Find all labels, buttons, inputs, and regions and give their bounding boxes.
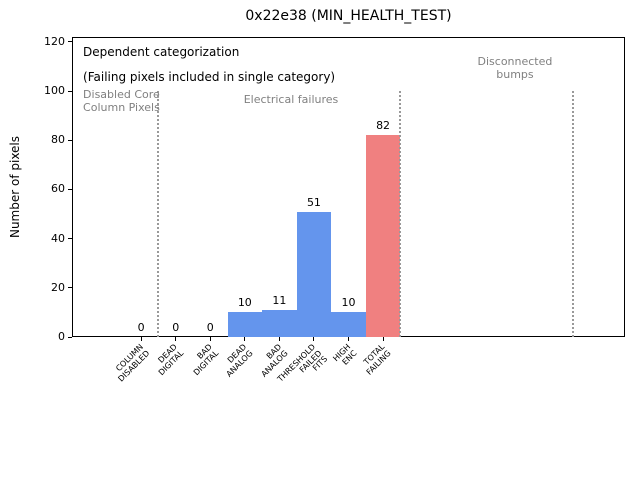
x-tick-label: DEAD ANALOG <box>224 342 255 379</box>
x-tick-label: THRESHOLD FAILED FITS <box>276 342 330 384</box>
x-tick-mark <box>382 337 384 341</box>
y-tick-label: 60 <box>51 182 65 196</box>
y-tick-label: 120 <box>44 34 65 48</box>
plot-area <box>72 37 625 337</box>
x-tick-mark <box>175 337 177 341</box>
x-tick-mark <box>313 337 315 341</box>
x-tick-label: BAD DIGITAL <box>191 342 220 377</box>
y-tick-label: 100 <box>44 84 65 98</box>
x-tick-mark <box>209 337 211 341</box>
x-tick-mark <box>348 337 349 341</box>
y-tick-label: 80 <box>51 133 65 147</box>
x-tick-mark <box>278 337 280 341</box>
x-tick-mark <box>140 337 142 341</box>
chart-title: 0x22e38 (MIN_HEALTH_TEST) <box>245 8 452 24</box>
x-tick-label: COLUMN DISABLED <box>113 342 151 384</box>
y-axis-label: Number of pixels <box>8 135 22 239</box>
x-tick-label: HIGH ENC <box>331 342 359 367</box>
x-tick-label: TOTAL FAILING <box>362 342 393 377</box>
x-tick-label: DEAD DIGITAL <box>156 342 186 377</box>
y-tick-label: 40 <box>51 231 65 245</box>
y-tick-label: 20 <box>51 280 65 294</box>
x-tick-mark <box>244 337 246 341</box>
x-tick-label: BAD ANALOG <box>258 342 290 379</box>
y-tick-label: 0 <box>58 330 65 343</box>
